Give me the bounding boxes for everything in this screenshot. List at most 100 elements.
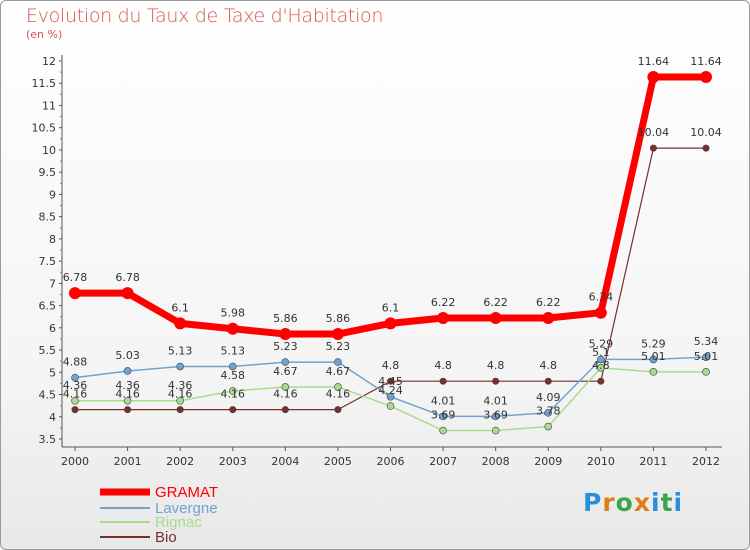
data-point <box>176 362 184 371</box>
data-label: 5.13 <box>168 345 193 358</box>
data-point <box>281 358 290 366</box>
data-label: 5.01 <box>694 350 719 363</box>
data-point <box>123 367 132 375</box>
data-label: 4.16 <box>115 388 140 401</box>
data-label: 6.78 <box>63 271 88 284</box>
y-tick-label: 10 <box>42 144 56 157</box>
data-label: 5.98 <box>221 307 246 320</box>
y-tick-label: 4 <box>49 411 56 424</box>
data-label: 3.69 <box>483 409 508 422</box>
y-tick-label: 3.5 <box>39 433 57 446</box>
series-gramat <box>69 71 712 341</box>
logo-letter: r <box>602 488 616 517</box>
data-label: 5.29 <box>589 337 614 350</box>
data-point <box>700 71 712 84</box>
legend-label: Bio <box>155 529 177 546</box>
data-point <box>121 287 134 300</box>
data-label: 4.16 <box>326 388 351 401</box>
data-label: 10.04 <box>638 126 670 139</box>
y-tick-label: 11.5 <box>32 77 57 90</box>
data-point <box>386 402 395 410</box>
data-point <box>386 377 394 385</box>
series-bio <box>71 144 710 414</box>
legend-label: Rignac <box>155 514 202 531</box>
y-tick-label: 8 <box>49 233 56 246</box>
data-point <box>281 406 289 414</box>
y-tick-label: 8.5 <box>39 211 57 224</box>
data-label: 6.78 <box>115 271 140 284</box>
data-label: 5.86 <box>273 312 298 325</box>
logo-letter: t <box>660 488 674 517</box>
data-point <box>331 328 344 341</box>
data-point <box>437 312 450 325</box>
data-point <box>386 392 395 401</box>
logo-letter: x <box>633 488 651 517</box>
x-tick-label: 2006 <box>377 455 405 468</box>
data-label: 5.1 <box>592 346 610 359</box>
data-point <box>649 355 658 364</box>
data-point <box>71 406 79 414</box>
data-point <box>597 364 605 372</box>
y-tick-label: 5.5 <box>39 344 57 357</box>
legend-label: Lavergne <box>155 500 218 517</box>
x-tick-label: 2011 <box>639 455 667 468</box>
y-tick-label: 4.5 <box>39 389 57 402</box>
x-tick-label: 2009 <box>534 455 562 468</box>
chart-title: Evolution du Taux de Taxe d'Habitation <box>26 5 384 27</box>
data-label: 6.22 <box>536 296 561 309</box>
x-tick-label: 2005 <box>324 455 352 468</box>
data-point <box>71 373 79 382</box>
x-tick-label: 2008 <box>482 455 510 468</box>
data-label: 4.58 <box>221 369 246 382</box>
data-point <box>702 353 710 361</box>
data-label: 4.67 <box>273 365 298 378</box>
data-label: 4.36 <box>115 379 140 392</box>
data-point <box>176 406 184 414</box>
data-label: 4.88 <box>63 356 88 369</box>
logo-letter: o <box>615 488 634 517</box>
data-point <box>489 312 502 325</box>
data-point <box>384 317 397 330</box>
series-rignac <box>71 364 710 435</box>
data-point <box>544 422 553 431</box>
data-point <box>544 408 553 417</box>
data-label: 3.78 <box>536 405 561 418</box>
data-point <box>491 412 500 421</box>
proxiti-logo: Proxiti <box>583 488 683 517</box>
data-label: 11.64 <box>638 55 670 68</box>
data-label: 4.16 <box>63 388 88 401</box>
data-label: 4.01 <box>431 394 456 407</box>
data-point <box>229 406 237 414</box>
data-point <box>492 377 500 385</box>
data-label: 4.16 <box>168 388 193 401</box>
data-label: 4.67 <box>326 365 351 378</box>
data-label: 3.69 <box>431 409 456 422</box>
data-label: 4.8 <box>382 359 400 372</box>
data-label: 4.16 <box>221 388 246 401</box>
x-tick-label: 2010 <box>587 455 615 468</box>
data-label: 4.8 <box>592 359 610 372</box>
data-point <box>226 322 239 335</box>
data-point <box>334 358 342 366</box>
data-point <box>649 144 657 152</box>
data-point <box>439 412 447 421</box>
data-label: 4.16 <box>273 388 298 401</box>
data-label: 5.23 <box>273 340 298 353</box>
data-point <box>124 406 132 414</box>
y-tick-label: 10.5 <box>32 122 57 135</box>
data-label: 5.86 <box>326 312 351 325</box>
y-tick-label: 6 <box>49 322 56 335</box>
x-tick-label: 2012 <box>692 455 720 468</box>
data-label: 5.29 <box>641 337 666 350</box>
data-point <box>594 306 607 319</box>
data-point <box>439 426 447 435</box>
data-label: 4.8 <box>487 359 505 372</box>
data-label: 4.01 <box>483 394 508 407</box>
data-point <box>281 383 290 391</box>
data-point <box>174 317 187 330</box>
chart-subtitle: (en %) <box>26 28 63 41</box>
data-label: 6.22 <box>483 296 508 309</box>
data-label: 6.1 <box>382 301 400 314</box>
x-tick-label: 2002 <box>166 455 194 468</box>
